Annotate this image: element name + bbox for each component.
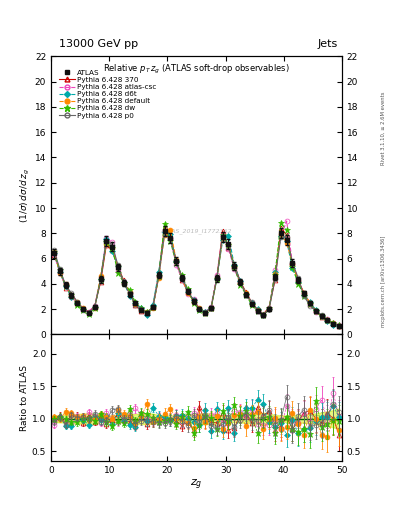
Text: Jets: Jets [318, 38, 338, 49]
Text: ATLAS_2019_I1772362: ATLAS_2019_I1772362 [161, 229, 232, 234]
X-axis label: $z_g$: $z_g$ [190, 477, 203, 492]
Text: 13000 GeV pp: 13000 GeV pp [59, 38, 138, 49]
Text: mcplots.cern.ch [arXiv:1306.3436]: mcplots.cern.ch [arXiv:1306.3436] [381, 236, 386, 327]
Legend: ATLAS, Pythia 6.428 370, Pythia 6.428 atlas-csc, Pythia 6.428 d6t, Pythia 6.428 : ATLAS, Pythia 6.428 370, Pythia 6.428 at… [58, 68, 158, 120]
Text: Rivet 3.1.10, ≥ 2.6M events: Rivet 3.1.10, ≥ 2.6M events [381, 91, 386, 165]
Y-axis label: $(1/\sigma)\,d\sigma/d\,z_g$: $(1/\sigma)\,d\sigma/d\,z_g$ [19, 168, 32, 223]
Text: Relative $p_T\,z_g$ (ATLAS soft-drop observables): Relative $p_T\,z_g$ (ATLAS soft-drop obs… [103, 63, 290, 76]
Y-axis label: Ratio to ATLAS: Ratio to ATLAS [20, 365, 29, 431]
